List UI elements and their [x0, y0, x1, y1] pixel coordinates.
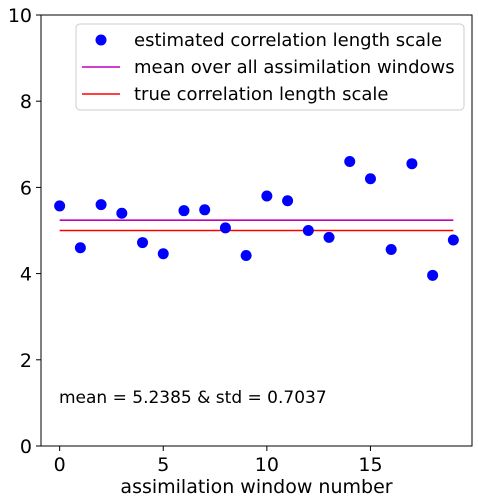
data-point: [240, 249, 252, 261]
axes: 0 5 10 15 0 2 4 6 8 10: [8, 5, 473, 476]
data-point: [137, 237, 149, 249]
data-point: [74, 242, 86, 254]
y-tick-label: 0: [20, 436, 32, 458]
data-point: [95, 199, 107, 211]
y-tick-label: 10: [8, 5, 32, 27]
y-tick-label: 2: [20, 350, 32, 372]
x-axis-label: assimilation window number: [120, 476, 392, 498]
y-tick-label: 8: [20, 91, 32, 113]
data-point: [364, 173, 376, 185]
data-point: [344, 156, 356, 168]
data-point: [282, 195, 294, 207]
data-point: [199, 204, 211, 216]
x-tick-label: 5: [157, 454, 169, 476]
data-point: [302, 225, 314, 236]
data-point: [427, 269, 439, 281]
data-point: [178, 205, 190, 217]
y-tick-label: 6: [20, 177, 32, 199]
y-tick-label: 4: [20, 264, 32, 286]
plot-marks: [54, 156, 459, 281]
legend: estimated correlation length scale mean o…: [75, 23, 465, 111]
plot-frame: [40, 14, 473, 447]
data-point: [385, 243, 397, 255]
legend-marker: [95, 34, 107, 46]
legend-label: true correlation length scale: [134, 84, 388, 105]
x-tick-label: 0: [54, 454, 66, 476]
x-tick-label: 10: [255, 454, 279, 476]
data-point: [323, 231, 335, 243]
data-point: [447, 234, 459, 246]
data-point: [406, 158, 418, 170]
data-point: [54, 200, 66, 212]
data-point: [157, 248, 169, 260]
data-point: [116, 207, 128, 219]
legend-label: mean over all assimilation windows: [134, 57, 455, 78]
data-point: [219, 222, 231, 234]
data-point: [261, 190, 273, 202]
x-tick-label: 15: [358, 454, 382, 476]
legend-label: estimated correlation length scale: [134, 30, 442, 51]
legend-box: [75, 23, 465, 111]
stats-annotation: mean = 5.2385 & std = 0.7037: [59, 388, 327, 408]
